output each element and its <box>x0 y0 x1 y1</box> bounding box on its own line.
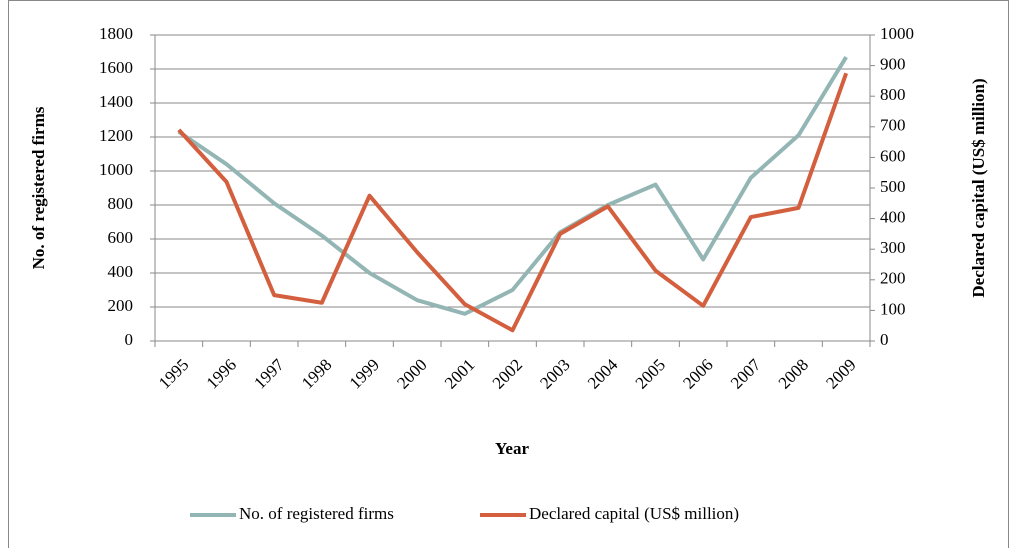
y2-tick-label: 900 <box>880 55 906 74</box>
legend-label: No. of registered firms <box>239 504 394 523</box>
series-line <box>177 72 849 333</box>
y-axis-label: No. of registered firms <box>29 106 48 269</box>
y-tick-label: 200 <box>108 296 134 315</box>
y2-tick-label: 100 <box>880 299 906 318</box>
y-tick-label: 1800 <box>99 24 133 43</box>
y2-tick-label: 200 <box>880 269 906 288</box>
y2-axis-label: Declared capital (US$ million) <box>969 78 988 297</box>
y-tick-label: 400 <box>108 262 134 281</box>
y2-tick-label: 800 <box>880 85 906 104</box>
y2-tick-label: 700 <box>880 116 906 135</box>
y-tick-label: 600 <box>108 228 134 247</box>
y-tick-label: 1000 <box>99 160 133 179</box>
y2-tick-label: 500 <box>880 177 906 196</box>
y2-tick-label: 1000 <box>880 24 914 43</box>
legend-label: Declared capital (US$ million) <box>529 504 739 523</box>
y-tick-label: 0 <box>125 330 134 349</box>
x-axis-label: Year <box>495 439 529 458</box>
y-tick-label: 1600 <box>99 58 133 77</box>
chart-border <box>8 0 1009 548</box>
y2-tick-label: 400 <box>880 208 906 227</box>
y-tick-label: 1200 <box>99 126 133 145</box>
y2-tick-label: 600 <box>880 146 906 165</box>
y2-tick-label: 300 <box>880 238 906 257</box>
series-line <box>177 56 848 316</box>
y2-tick-label: 0 <box>880 330 889 349</box>
y-tick-label: 800 <box>108 194 134 213</box>
y-tick-label: 1400 <box>99 92 133 111</box>
